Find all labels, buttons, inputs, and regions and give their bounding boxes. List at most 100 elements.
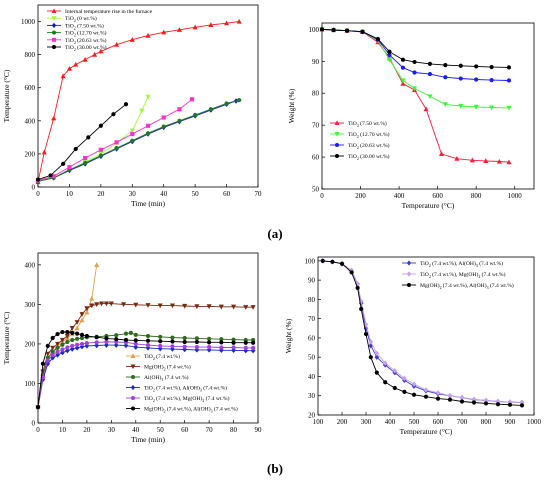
data-point [339, 261, 345, 266]
y-tick-label: 70 [312, 122, 320, 130]
x-tick-label: 10 [59, 426, 67, 434]
series-3 [35, 98, 242, 184]
panel-label-a: (a) [267, 226, 282, 241]
data-point [219, 340, 224, 345]
data-point [471, 396, 477, 402]
data-point [382, 360, 388, 366]
data-point [94, 335, 99, 340]
data-point [207, 340, 212, 345]
data-point [121, 302, 127, 308]
data-point [45, 358, 50, 363]
data-point [207, 336, 212, 341]
y-axis-label: Temperature (°C) [2, 69, 11, 122]
x-tick-label: 60 [223, 190, 231, 198]
data-point [73, 61, 79, 67]
x-tick-label: 500 [409, 418, 420, 426]
y-tick-label: 80 [308, 296, 316, 304]
x-tick-label: 10 [66, 190, 74, 198]
data-point [145, 345, 151, 351]
data-point [363, 331, 369, 337]
data-point [392, 385, 397, 391]
data-point [368, 342, 374, 349]
data-point [51, 115, 57, 121]
x-tick-label: 80 [230, 426, 238, 434]
x-tick-label: 800 [471, 192, 482, 200]
y-tick-label: 100 [305, 257, 316, 265]
data-point [427, 94, 433, 100]
x-tick-label: 20 [97, 190, 105, 198]
data-point [129, 37, 135, 42]
data-point [103, 301, 109, 307]
legend-marker [335, 143, 339, 147]
data-point [206, 304, 212, 310]
legend-marker [130, 364, 136, 370]
data-point [359, 306, 364, 312]
data-point [219, 347, 224, 353]
y-tick-label: 40 [308, 373, 316, 381]
data-point [35, 177, 41, 182]
x-axis-label: Time (min) [131, 199, 166, 208]
data-point [506, 78, 512, 83]
data-point [319, 27, 325, 32]
data-point [84, 341, 89, 346]
panel-label-b: (b) [267, 461, 283, 476]
data-point [330, 259, 335, 264]
x-tick-label: 1000 [508, 192, 523, 200]
data-point [98, 153, 103, 158]
data-point [447, 393, 453, 399]
data-point [74, 345, 80, 351]
legend-entry-4: TiO2 (20.63 wt.%) [65, 37, 107, 45]
data-point [65, 339, 70, 345]
data-point [237, 98, 242, 103]
legend-marker [52, 37, 56, 42]
legend-entry-1: TiO2 (0 wt.%) [65, 15, 97, 23]
data-point [447, 397, 453, 402]
y-tick-label: 50 [312, 186, 320, 194]
data-point [123, 342, 129, 349]
data-point [360, 29, 365, 34]
x-tick-label: 400 [385, 418, 396, 426]
legend-entry-2: TiO2 (20.63 wt.%) [348, 142, 390, 150]
data-point [55, 352, 60, 358]
data-point [355, 285, 360, 290]
data-point [55, 331, 60, 337]
series-line [322, 260, 523, 404]
data-point [194, 304, 200, 310]
data-point [59, 337, 65, 343]
data-point [182, 339, 187, 345]
series-line [37, 21, 240, 183]
x-tick-label: 30 [108, 426, 116, 434]
data-point [79, 335, 85, 341]
x-tick-label: 800 [481, 418, 492, 426]
data-point [64, 333, 70, 339]
y-tick-label: 400 [25, 261, 36, 269]
x-tick-label: 70 [255, 190, 263, 198]
data-point [411, 392, 417, 397]
data-point [104, 339, 109, 345]
x-tick-label: 1000 [527, 418, 542, 426]
data-point [400, 78, 406, 84]
data-point [114, 337, 119, 342]
data-point [519, 399, 525, 406]
plot-frame [37, 4, 259, 188]
data-point [231, 345, 236, 350]
data-point [94, 340, 99, 345]
data-point [427, 71, 433, 77]
data-point [114, 41, 120, 47]
data-point [114, 146, 119, 151]
series-2 [319, 27, 512, 83]
plot-frame [317, 256, 535, 416]
legend-marker [52, 30, 56, 35]
legend-entry-0: TiO2 (7.4 wt.%) [144, 353, 180, 361]
data-point [224, 20, 230, 26]
data-point [50, 355, 55, 361]
data-point [182, 346, 187, 353]
data-point [483, 158, 489, 164]
series-line [37, 99, 240, 182]
data-point [60, 347, 65, 352]
data-point [65, 345, 70, 350]
legend-marker [131, 375, 135, 379]
data-point [243, 305, 249, 310]
data-point [133, 338, 138, 343]
